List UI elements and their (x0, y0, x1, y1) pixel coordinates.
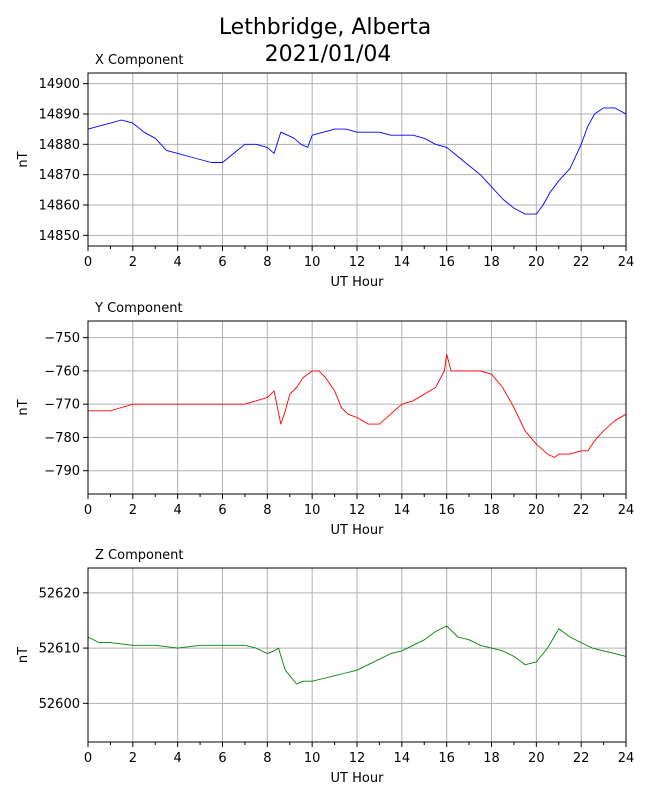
chart-panels: 0 2 4 6 8 10 12 14 16 18 20 22 241485014860148701488… (16, 53, 634, 786)
y-tick-label-2: 14870 (39, 168, 80, 183)
x-tick-label-6: 12 (349, 751, 366, 766)
y-axis-label: nT (16, 151, 31, 167)
panel-0: 0 2 4 6 8 10 12 14 16 18 20 22 241485014860148701488… (16, 53, 634, 290)
series-line-0 (88, 353, 627, 458)
x-axis-label: UT Hour (331, 275, 385, 290)
x-tick-label-9: 18 (483, 751, 500, 766)
x-tick-label-2: 4 (174, 751, 182, 766)
figure-title-line2: 2021/01/04 (265, 42, 392, 67)
x-tick-label-1: 2 (129, 255, 137, 270)
x-tick-label-12: 24 (618, 751, 635, 766)
x-tick-label-8: 16 (438, 255, 455, 270)
x-tick-label-12: 24 (618, 255, 635, 270)
x-axis-label: UT Hour (331, 523, 385, 538)
x-tick-label-11: 22 (573, 255, 590, 270)
x-tick-label-0: 0 (84, 751, 92, 766)
x-tick-label-6: 12 (349, 503, 366, 518)
y-tick-label-0: 52600 (39, 697, 80, 712)
y-axis-label: nT (16, 399, 31, 415)
y-tick-label-4: 14890 (39, 107, 80, 122)
x-tick-label-11: 22 (573, 503, 590, 518)
x-tick-label-9: 18 (483, 255, 500, 270)
x-tick-label-7: 14 (394, 751, 411, 766)
x-tick-label-10: 20 (528, 751, 545, 766)
y-tick-label-0: −790 (44, 464, 80, 479)
figure-title-line1: Lethbridge, Alberta (219, 15, 431, 40)
y-tick-label-2: −770 (44, 398, 80, 413)
y-axis-label: nT (16, 647, 31, 663)
x-tick-label-9: 18 (483, 503, 500, 518)
x-tick-label-10: 20 (528, 503, 545, 518)
x-tick-label-11: 22 (573, 751, 590, 766)
x-tick-label-3: 6 (218, 751, 226, 766)
x-tick-label-7: 14 (394, 503, 411, 518)
x-tick-label-7: 14 (394, 255, 411, 270)
x-axis-label: UT Hour (331, 771, 385, 786)
x-tick-label-3: 6 (218, 255, 226, 270)
x-tick-label-10: 20 (528, 255, 545, 270)
y-tick-label-1: 52610 (39, 642, 80, 657)
y-tick-label-0: 14850 (39, 229, 80, 244)
panel-title: Y Component (94, 301, 183, 316)
y-tick-label-3: 14880 (39, 138, 80, 153)
x-tick-label-0: 0 (84, 255, 92, 270)
x-tick-label-4: 8 (263, 751, 271, 766)
x-tick-label-5: 10 (304, 503, 321, 518)
y-tick-label-1: −780 (44, 431, 80, 446)
x-tick-label-1: 2 (129, 503, 137, 518)
x-tick-label-5: 10 (304, 255, 321, 270)
x-tick-label-5: 10 (304, 751, 321, 766)
panel-title: X Component (95, 53, 184, 68)
panel-1: 0 2 4 6 8 10 12 14 16 18 20 22 24−790−780−770−760−75… (16, 301, 634, 538)
x-tick-label-0: 0 (84, 503, 92, 518)
x-tick-label-3: 6 (218, 503, 226, 518)
y-tick-label-4: −750 (44, 331, 80, 346)
x-tick-label-2: 4 (174, 255, 182, 270)
x-tick-label-2: 4 (174, 503, 182, 518)
y-tick-label-2: 52620 (39, 586, 80, 601)
series-line-0 (87, 625, 627, 685)
y-tick-label-3: −760 (44, 364, 80, 379)
x-tick-label-4: 8 (263, 255, 271, 270)
y-tick-label-5: 14900 (39, 77, 80, 92)
y-tick-label-1: 14860 (39, 199, 80, 214)
x-tick-label-8: 16 (438, 751, 455, 766)
x-tick-label-1: 2 (129, 751, 137, 766)
series-line-0 (87, 107, 627, 215)
x-tick-label-12: 24 (618, 503, 635, 518)
x-tick-label-6: 12 (349, 255, 366, 270)
x-tick-label-8: 16 (438, 503, 455, 518)
x-tick-label-4: 8 (263, 503, 271, 518)
panel-title: Z Component (95, 548, 184, 563)
